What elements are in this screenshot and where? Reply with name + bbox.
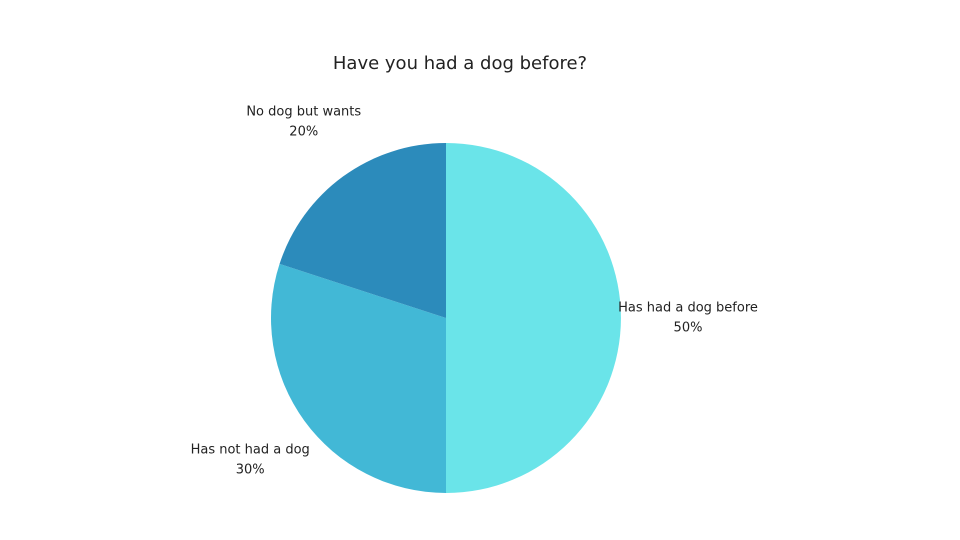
slice-label: Has not had a dog xyxy=(191,443,310,458)
slice-label: No dog but wants xyxy=(246,105,361,120)
chart-title: Have you had a dog before? xyxy=(333,53,587,74)
pie-slice xyxy=(279,143,446,318)
slice-value-label: 20% xyxy=(289,125,318,140)
slice-label: Has had a dog before xyxy=(618,301,758,316)
pie-slice xyxy=(271,263,446,493)
slice-value-label: 30% xyxy=(236,463,265,478)
slice-value-label: 50% xyxy=(674,321,703,336)
pie-slice xyxy=(446,143,621,493)
